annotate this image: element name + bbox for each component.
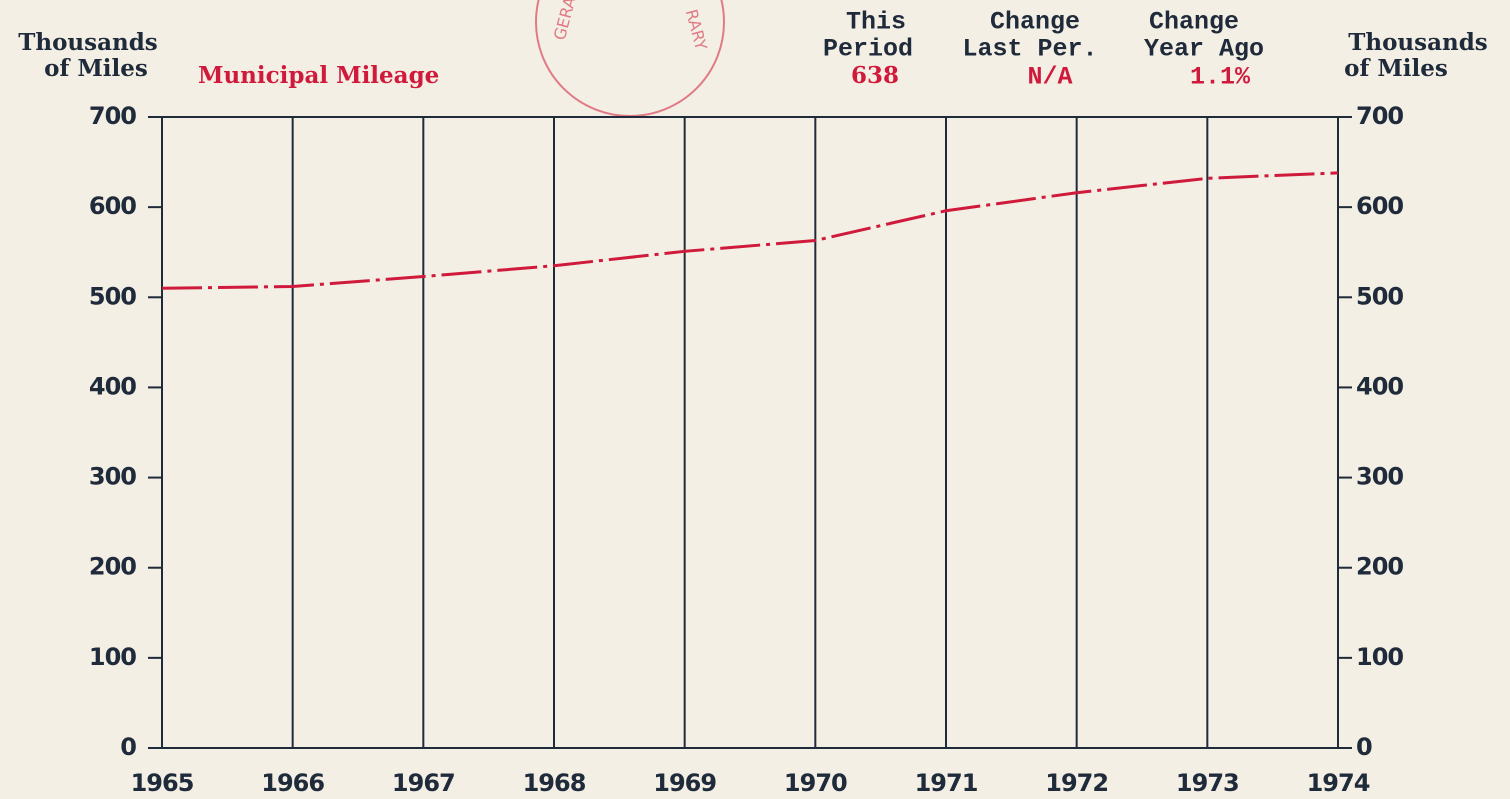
y2-tick-label: 600 (1356, 192, 1403, 220)
x-tick-label: 1970 (784, 769, 847, 797)
y-label: Thousands (18, 29, 158, 56)
x-tick-label: 1965 (131, 769, 194, 797)
x-tick-label: 1971 (915, 769, 978, 797)
y2-tick-label: 200 (1356, 553, 1403, 581)
y-tick-label: 700 (89, 102, 136, 130)
series-name: Municipal Mileage (198, 62, 439, 89)
summary-header: Change (1149, 8, 1239, 37)
y-tick-label: 300 (89, 463, 136, 491)
y-tick-label: 200 (89, 553, 136, 581)
summary-header: This (846, 8, 906, 37)
x-tick-label: 1966 (261, 769, 324, 797)
summary-value: 638 (851, 62, 899, 89)
y2-tick-label: 400 (1356, 372, 1403, 400)
x-tick-label: 1967 (392, 769, 455, 797)
y-tick-label: 100 (89, 643, 136, 671)
y2-tick-label: 100 (1356, 643, 1403, 671)
y2-label: Thousands (1348, 29, 1488, 56)
summary-value: N/A (1027, 63, 1072, 92)
y2-tick-label: 0 (1356, 733, 1372, 761)
stamp: GERALD RARY (535, 0, 725, 117)
stamp-text: GERALD (550, 0, 585, 42)
x-tick-label: 1969 (653, 769, 716, 797)
summary-header: Change (990, 8, 1080, 37)
y-tick-label: 600 (89, 192, 136, 220)
y2-tick-label: 500 (1356, 282, 1403, 310)
x-tick-label: 1968 (523, 769, 586, 797)
stamp-text: RARY (682, 7, 711, 52)
y-tick-label: 0 (120, 733, 136, 761)
summary-header: Year Ago (1144, 35, 1264, 64)
y-tick-label: 400 (89, 372, 136, 400)
summary-header: Last Per. (962, 35, 1097, 64)
y2-label: of Miles (1344, 55, 1448, 82)
y2-tick-label: 300 (1356, 463, 1403, 491)
x-tick-label: 1973 (1176, 769, 1239, 797)
summary-header: Period (823, 35, 913, 64)
y-label: of Miles (44, 55, 148, 82)
x-tick-label: 1974 (1307, 769, 1370, 797)
summary-value: 1.1% (1190, 63, 1251, 92)
y2-tick-label: 700 (1356, 102, 1403, 130)
data-line (161, 171, 1339, 290)
y-tick-label: 500 (89, 282, 136, 310)
x-tick-label: 1972 (1045, 769, 1108, 797)
plot-frame (161, 116, 1339, 749)
